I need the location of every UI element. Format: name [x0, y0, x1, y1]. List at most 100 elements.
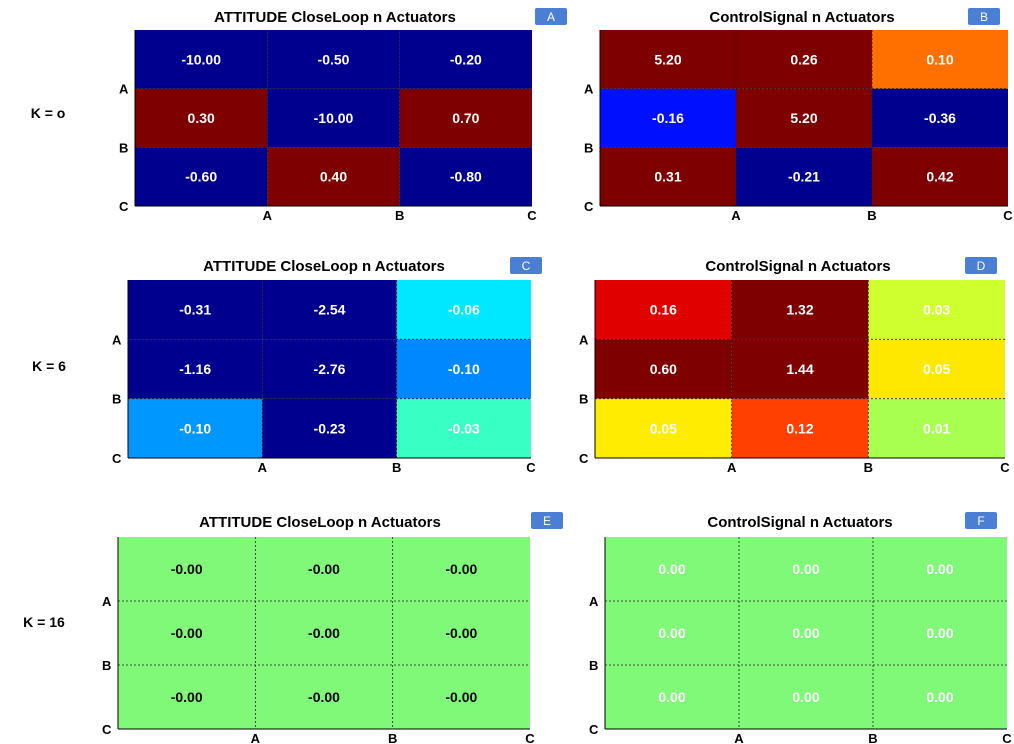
heatmap-cell: [396, 280, 531, 340]
x-tick-label: C: [527, 208, 537, 223]
heatmap-cell: [399, 147, 532, 206]
badge-letter: C: [522, 259, 531, 273]
y-tick-label: A: [589, 594, 599, 609]
cell-value-label: -0.00: [445, 689, 477, 705]
badge-letter: B: [980, 10, 988, 24]
cell-value-label: 0.00: [658, 561, 685, 577]
x-tick-label: B: [392, 460, 401, 475]
cell-value-label: -10.00: [181, 51, 221, 67]
heatmap-cell: [396, 398, 531, 458]
cell-value-label: -2.54: [314, 302, 346, 318]
heatmap-panel-d: ControlSignal n Actuators D 0.16 1.32 0.03 0.…: [579, 257, 1010, 475]
y-tick-label: B: [112, 392, 121, 407]
panel-badge: C: [510, 257, 542, 274]
heatmap-cell: [868, 280, 1005, 340]
x-tick-label: C: [1003, 208, 1013, 223]
x-tick-label: C: [1000, 460, 1010, 475]
heatmap-cell: [600, 88, 736, 148]
badge-background: [531, 512, 563, 529]
cell-value-label: -0.00: [445, 625, 477, 641]
heatmap-cell: [118, 665, 256, 729]
heatmap-cell: [118, 601, 256, 665]
panel-badge: E: [531, 512, 563, 529]
heatmap-cell: [605, 601, 739, 665]
cell-value-label: 0.16: [650, 302, 677, 318]
badge-background: [965, 512, 997, 529]
cell-value-label: -1.16: [179, 361, 211, 377]
y-tick-label: A: [579, 332, 589, 347]
heatmap-cell: [873, 601, 1007, 665]
heatmap-cell: [267, 30, 400, 89]
heatmap-cell: [605, 537, 739, 601]
y-tick-label: C: [584, 199, 594, 214]
badge-background: [510, 257, 542, 274]
cell-value-label: 5.20: [790, 110, 817, 126]
x-tick-label: B: [388, 731, 397, 744]
row-group-label: K = 6: [32, 358, 66, 374]
cell-value-label: -2.76: [314, 361, 346, 377]
heatmap-panel-e: ATTITUDE CloseLoop n Actuators E -0.00 -0.0…: [23, 512, 563, 744]
cell-value-label: 5.20: [654, 51, 681, 67]
heatmap-panel-f: ControlSignal n Actuators F 0.00 0.00 0.00 0.…: [589, 512, 1012, 744]
y-tick-label: B: [589, 658, 598, 673]
cell-value-label: -0.10: [179, 420, 211, 436]
cell-value-label: -0.00: [171, 561, 203, 577]
cell-value-label: 0.00: [926, 625, 953, 641]
panel-badge: F: [965, 512, 997, 529]
x-tick-label: B: [868, 731, 877, 744]
heatmap-cell: [600, 30, 736, 89]
cell-value-label: 0.00: [658, 689, 685, 705]
heatmap-cell: [872, 30, 1008, 89]
panel-title: ControlSignal n Actuators: [707, 514, 892, 531]
cell-value-label: -0.16: [652, 110, 684, 126]
y-tick-label: A: [119, 82, 129, 97]
cell-value-label: -0.10: [448, 361, 480, 377]
heatmap-panel-c: ATTITUDE CloseLoop n Actuators C -0.31 -2.5…: [32, 257, 542, 475]
heatmap-cell: [267, 88, 400, 148]
y-tick-label: C: [579, 451, 589, 466]
cell-value-label: -0.00: [445, 561, 477, 577]
cell-value-label: 0.42: [926, 169, 953, 185]
badge-background: [968, 8, 1000, 25]
heatmap-cell: [739, 665, 873, 729]
cell-value-label: -0.00: [308, 689, 340, 705]
cell-value-label: -0.60: [185, 169, 217, 185]
heatmap-cell: [135, 30, 268, 89]
heatmap-cell: [255, 601, 393, 665]
heatmap-cell: [736, 88, 872, 148]
x-tick-label: A: [727, 460, 737, 475]
y-tick-label: B: [102, 658, 111, 673]
cell-value-label: -0.36: [924, 110, 956, 126]
heatmap-cell: [135, 88, 268, 148]
heatmap-cell: [873, 665, 1007, 729]
heatmap-cell: [135, 147, 268, 206]
heatmap-cell: [399, 30, 532, 89]
heatmap-cell: [739, 537, 873, 601]
y-tick-label: C: [112, 451, 122, 466]
x-tick-label: A: [731, 208, 741, 223]
cell-value-label: 0.00: [926, 689, 953, 705]
cell-value-label: 0.31: [654, 169, 681, 185]
cell-value-label: -0.06: [448, 302, 480, 318]
panel-title: ATTITUDE CloseLoop n Actuators: [203, 258, 445, 275]
heatmap-cell: [872, 147, 1008, 206]
heatmap-cell: [399, 88, 532, 148]
heatmap-cell: [739, 601, 873, 665]
y-tick-label: A: [102, 594, 112, 609]
cell-value-label: 0.00: [792, 561, 819, 577]
heatmap-cell: [255, 537, 393, 601]
panel-title: ControlSignal n Actuators: [709, 9, 894, 26]
heatmap-cell: [262, 280, 397, 340]
cell-value-label: -0.00: [171, 689, 203, 705]
cell-value-label: -10.00: [314, 110, 354, 126]
cell-value-label: -0.31: [179, 302, 211, 318]
cell-value-label: -0.00: [308, 625, 340, 641]
heatmap-cell: [128, 339, 263, 399]
x-tick-label: C: [525, 731, 535, 744]
badge-letter: E: [543, 514, 551, 528]
heatmap-cell: [731, 280, 869, 340]
heatmap-cell: [392, 537, 530, 601]
heatmap-cell: [872, 88, 1008, 148]
cell-value-label: 0.40: [320, 169, 347, 185]
panel-badge: B: [968, 8, 1000, 25]
